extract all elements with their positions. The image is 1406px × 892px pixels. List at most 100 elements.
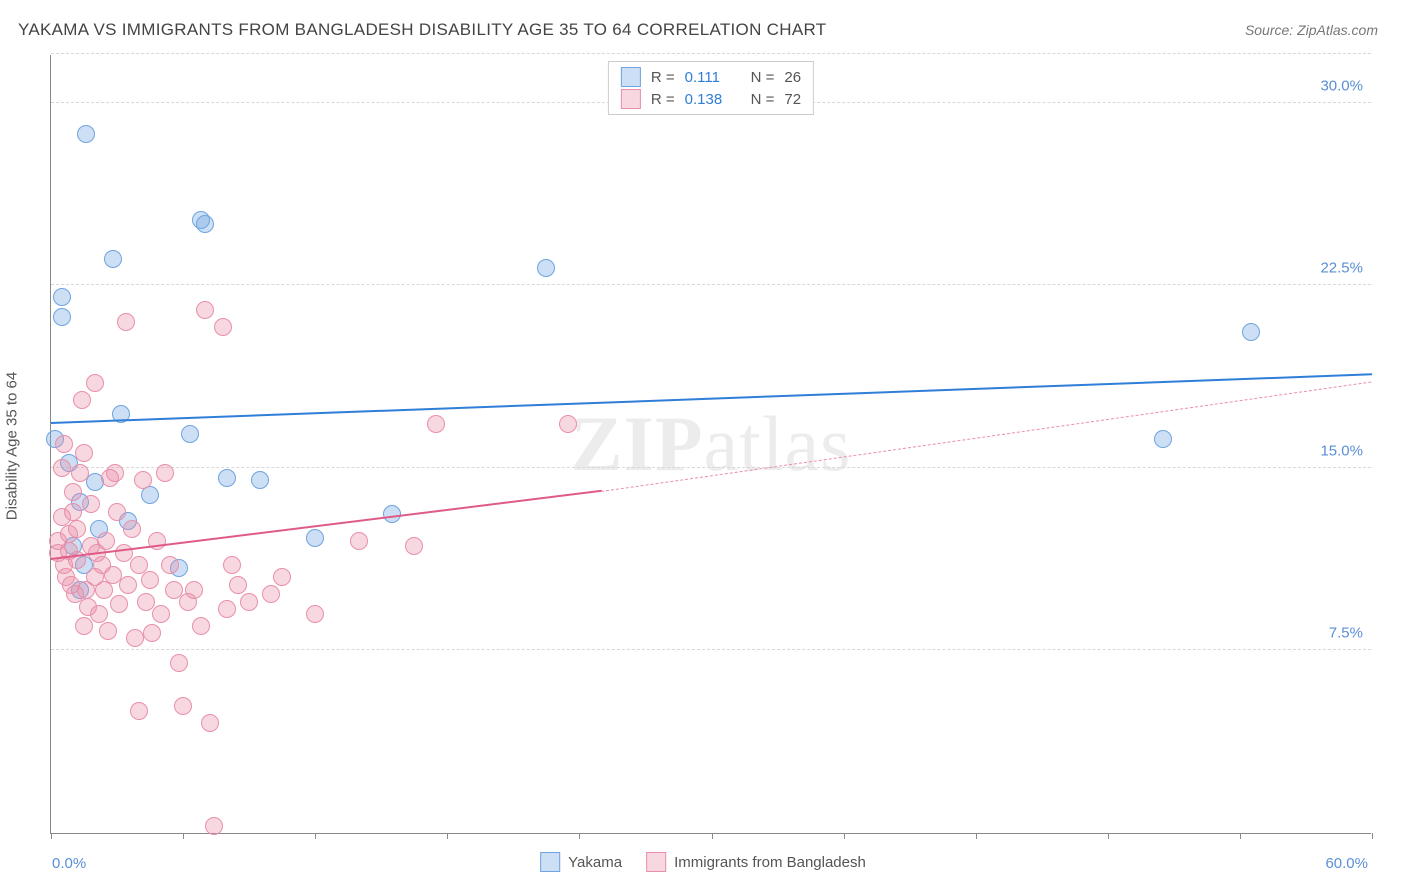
x-tick-mark [315,833,316,839]
legend-r-label: R = [651,69,675,86]
plot-area: ZIPatlas R =0.111N =26R =0.138N =72 7.5%… [50,55,1371,834]
data-point [130,702,148,720]
data-point [214,318,232,336]
data-point [181,425,199,443]
data-point [405,537,423,555]
watermark-zip: ZIP [571,400,704,487]
gridline [51,649,1371,650]
x-tick-mark [51,833,52,839]
data-point [223,556,241,574]
x-tick-mark [1372,833,1373,839]
legend-r-label: R = [651,91,675,108]
trend-line [51,373,1372,424]
y-tick-label: 7.5% [1329,625,1363,642]
y-tick-label: 15.0% [1320,442,1363,459]
data-point [99,622,117,640]
gridline [51,53,1371,54]
data-point [141,571,159,589]
data-point [53,288,71,306]
data-point [559,415,577,433]
x-tick-max: 60.0% [1325,855,1368,872]
data-point [97,532,115,550]
x-tick-mark [1240,833,1241,839]
data-point [218,600,236,618]
legend-correlation: R = 0.111 N = 26 R = 0.138 N = 72 [608,61,814,115]
x-tick-mark [976,833,977,839]
data-point [161,556,179,574]
chart-title: YAKAMA VS IMMIGRANTS FROM BANGLADESH DIS… [18,20,826,40]
data-point [273,568,291,586]
data-point [115,544,133,562]
data-point [82,495,100,513]
legend-label: Yakama [568,854,622,871]
data-point [123,520,141,538]
x-tick-mark [844,833,845,839]
data-point [106,464,124,482]
data-point [75,444,93,462]
data-point [196,215,214,233]
source-label: Source: ZipAtlas.com [1245,22,1378,38]
data-point [427,415,445,433]
data-point [126,629,144,647]
data-point [306,605,324,623]
data-point [55,435,73,453]
data-point [73,391,91,409]
data-point [192,617,210,635]
data-point [64,483,82,501]
data-point [77,125,95,143]
y-tick-label: 22.5% [1320,260,1363,277]
x-tick-mark [183,833,184,839]
data-point [75,617,93,635]
data-point [143,624,161,642]
data-point [350,532,368,550]
data-point [218,469,236,487]
data-point [53,308,71,326]
gridline [51,467,1371,468]
x-tick-mark [712,833,713,839]
data-point [68,520,86,538]
data-point [240,593,258,611]
x-tick-min: 0.0% [52,855,86,872]
gridline [51,284,1371,285]
legend-swatch [621,67,641,87]
legend-series: Yakama Immigrants from Bangladesh [540,852,866,872]
legend-r-value: 0.138 [685,91,741,108]
legend-row: R = 0.138 N = 72 [621,88,801,110]
legend-r-value: 0.111 [685,69,741,86]
data-point [251,471,269,489]
data-point [108,503,126,521]
data-point [201,714,219,732]
data-point [262,585,280,603]
data-point [137,593,155,611]
legend-swatch [621,89,641,109]
data-point [152,605,170,623]
data-point [1242,323,1260,341]
data-point [110,595,128,613]
data-point [205,817,223,835]
data-point [134,471,152,489]
x-tick-mark [1108,833,1109,839]
data-point [104,250,122,268]
data-point [229,576,247,594]
data-point [156,464,174,482]
legend-label: Immigrants from Bangladesh [674,854,866,871]
data-point [53,459,71,477]
data-point [185,581,203,599]
data-point [86,374,104,392]
data-point [196,301,214,319]
data-point [1154,430,1172,448]
data-point [537,259,555,277]
x-tick-mark [579,833,580,839]
data-point [119,576,137,594]
data-point [174,697,192,715]
legend-n-label: N = [751,91,775,108]
legend-n-label: N = [751,69,775,86]
legend-swatch [540,852,560,872]
legend-n-value: 72 [784,91,801,108]
data-point [90,605,108,623]
data-point [64,503,82,521]
data-point [170,654,188,672]
legend-n-value: 26 [784,69,801,86]
legend-item: Yakama [540,852,622,872]
data-point [306,529,324,547]
